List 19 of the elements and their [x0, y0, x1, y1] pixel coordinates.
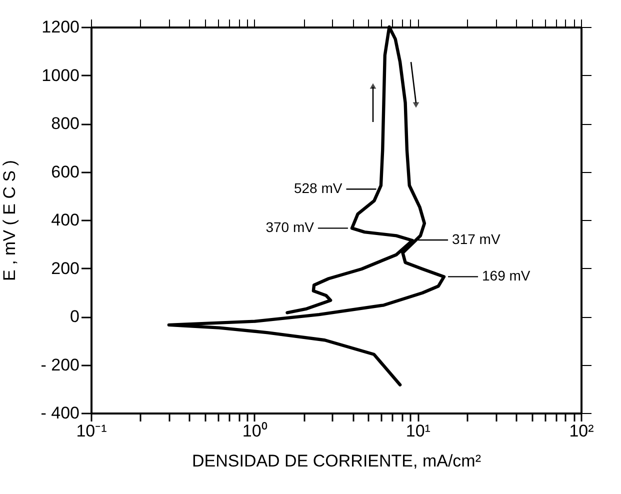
x-tick-label: 10⁻¹ — [76, 422, 108, 440]
y-tick-label: 400 — [51, 210, 80, 230]
x-tick-label: 10¹ — [406, 422, 431, 440]
x-tick-label: 10⁰ — [242, 422, 268, 440]
annotation: 528 mV — [294, 180, 343, 196]
y-axis-title: E , mV ( E C S ) — [0, 160, 19, 281]
annotation: 370 mV — [266, 219, 315, 236]
x-tick-label: 10² — [569, 422, 594, 440]
annotation: 169 mV — [482, 268, 531, 284]
y-tick-label: 0 — [70, 307, 80, 326]
y-tick-label: 200 — [51, 258, 80, 278]
y-tick-label: 800 — [51, 114, 80, 133]
y-tick-label: - 400 — [40, 404, 80, 422]
y-tick-label: - 200 — [40, 355, 80, 374]
x-axis-title: DENSIDAD DE CORRIENTE, mA/cm² — [192, 452, 482, 470]
y-tick-label: 1000 — [42, 66, 80, 85]
y-tick-label: 600 — [51, 162, 80, 182]
y-tick-label: 1200 — [42, 18, 80, 36]
annotation: 317 mV — [452, 231, 501, 248]
